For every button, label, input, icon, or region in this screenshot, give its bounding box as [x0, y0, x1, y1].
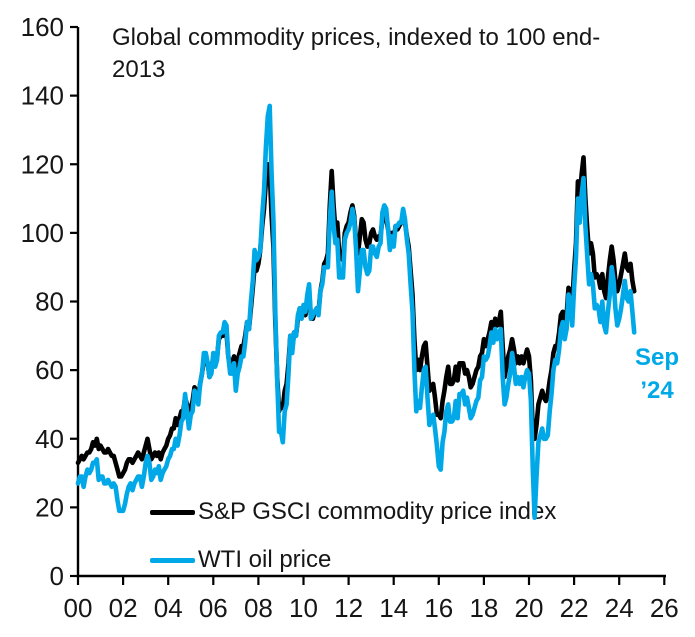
- x-axis-tick-label: 24: [605, 593, 634, 623]
- x-axis-tick-label: 14: [379, 593, 408, 623]
- y-axis-tick-label: 140: [21, 81, 64, 111]
- x-axis-tick-label: 22: [560, 593, 589, 623]
- legend-label-wti: WTI oil price: [198, 546, 332, 573]
- chart-title: Global commodity prices, indexed to 100 …: [112, 22, 640, 86]
- x-axis-tick-label: 18: [469, 593, 498, 623]
- annotation-month: Sep: [634, 344, 679, 371]
- y-axis-tick-label: 0: [50, 561, 64, 591]
- x-axis-tick-label: 04: [154, 593, 183, 623]
- y-axis-tick-label: 40: [35, 424, 64, 454]
- y-axis-tick-label: 120: [21, 149, 64, 179]
- legend-item-wti: WTI oil price: [150, 547, 331, 573]
- x-axis-tick-label: 00: [64, 593, 93, 623]
- y-axis-tick-label: 60: [35, 355, 64, 385]
- x-axis-tick-label: 10: [289, 593, 318, 623]
- x-axis-tick-label: 20: [515, 593, 544, 623]
- chart-title-line2: 2013: [112, 56, 166, 83]
- axes-spines: [76, 27, 666, 578]
- gsci-line-sample: [150, 509, 195, 515]
- x-axis-tick-label: 08: [244, 593, 273, 623]
- y-axis-tick-label: 80: [35, 287, 64, 317]
- wti-series-line: [75, 103, 637, 520]
- x-axis-tick-label: 16: [424, 593, 453, 623]
- y-axis-tick-label: 20: [35, 492, 64, 522]
- x-axis-tick-label: 02: [109, 593, 138, 623]
- y-axis-tick-label: 160: [21, 12, 64, 42]
- chart-title-line1: Global commodity prices, indexed to 100 …: [112, 24, 601, 51]
- x-axis-tick-label: 26: [650, 593, 679, 623]
- wti-line-sample: [150, 557, 195, 563]
- legend-item-gsci: S&P GSCI commodity price index: [150, 499, 556, 525]
- legend-label-gsci: S&P GSCI commodity price index: [198, 498, 557, 525]
- x-axis-tick-label: 12: [334, 593, 363, 623]
- y-axis-tick-label: 100: [21, 218, 64, 248]
- x-axis-tick-label: 06: [199, 593, 228, 623]
- gsci-series-line: [75, 155, 637, 479]
- last-point-annotation: Sep ’24: [626, 341, 688, 407]
- annotation-year: ’24: [640, 377, 674, 404]
